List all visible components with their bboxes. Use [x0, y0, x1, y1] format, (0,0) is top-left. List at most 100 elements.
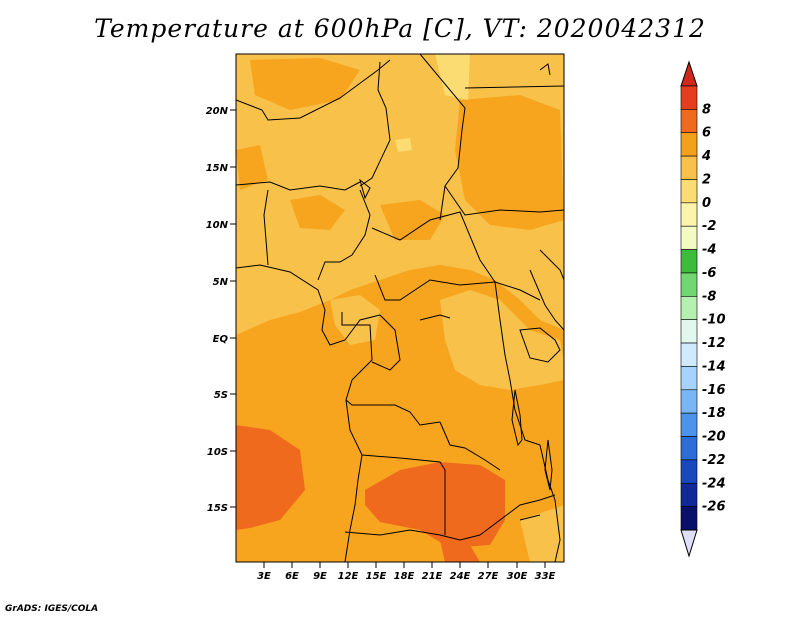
colorbar-cells [680, 85, 698, 531]
map-frame [235, 53, 565, 563]
lake-tanganyika [511, 389, 523, 447]
border-niger-libya-chad [359, 61, 391, 187]
lat-label-20n: 20N [206, 106, 229, 117]
border-drc-zambia [439, 421, 501, 471]
lon-label-21e: 21E [422, 571, 443, 582]
border-kenya-uganda [529, 269, 564, 331]
border-chad-sudan [419, 54, 466, 221]
border-congo-drc [371, 314, 401, 371]
lat-label-15n: 15N [206, 163, 229, 174]
lake-malawi [544, 439, 553, 491]
lon-label-27e: 27E [478, 571, 499, 582]
lat-label-5s: 5S [214, 390, 228, 401]
field-4-6-angola-coast [236, 425, 305, 530]
field-0-2-southeast [520, 505, 564, 562]
colorbar-cell [680, 412, 698, 437]
field-2-4-west [236, 145, 268, 190]
colorbar-labels: 8 6 4 2 0 -2 -4 -6 -8 -10 -12 -14 -16 -18 -20 -22 -24 -26 [701, 102, 726, 514]
colorbar-cell [680, 482, 698, 507]
lon-label-18e: 18E [394, 571, 415, 582]
border-namibia-angola [344, 529, 481, 541]
colorbar: 8 6 4 2 0 -2 -4 -6 -8 -10 -12 -14 -16 -18 -20 -22 -24 -26 [680, 60, 726, 558]
colorbar-cell [680, 109, 698, 134]
colorbar-label: 6 [702, 126, 711, 141]
lat-label-eq: EQ [213, 334, 229, 345]
colorbar-label: -10 [702, 313, 726, 328]
colorbar-label: -2 [702, 219, 716, 234]
lon-label-30e: 30E [507, 571, 528, 582]
lat-label-10n: 10N [206, 220, 229, 231]
colorbar-cell [680, 296, 698, 320]
colorbar-cell [680, 202, 698, 227]
field-4-6-zambia [365, 462, 505, 548]
border-mali-algeria [236, 59, 391, 121]
colorbar-label: -12 [702, 336, 726, 351]
field-2-4-sudan [455, 95, 564, 230]
lat-label-15s: 15S [207, 503, 228, 514]
colorbar-bottom-arrow [680, 529, 698, 558]
colorbar-label: -14 [702, 359, 726, 374]
coast-gulf-of-guinea [236, 264, 381, 346]
lake-chad [359, 178, 371, 200]
colorbar-cell [680, 272, 698, 297]
colorbar-label: 8 [702, 102, 711, 117]
border-egypt-sudan [464, 85, 564, 89]
lon-label-24e: 24E [450, 571, 471, 582]
lon-label-6e: 6E [285, 571, 299, 582]
colorbar-label: -24 [702, 476, 726, 491]
field-0-2-east [440, 290, 564, 390]
colorbar-label: -4 [702, 243, 716, 258]
lon-label-12e: 12E [338, 571, 359, 582]
field-2-4-sahara [250, 58, 360, 110]
field-4-6-zimbabwe [440, 540, 480, 562]
border-ethiopia [539, 249, 564, 281]
colorbar-label: -18 [702, 406, 726, 421]
colorbar-cell [680, 506, 698, 531]
latitude-axis: 20N 15N 10N 5N EQ 5S 10S 15S [206, 106, 236, 514]
colorbar-cell [680, 132, 698, 157]
lon-label-9e: 9E [313, 571, 327, 582]
colorbar-label: -6 [702, 266, 716, 281]
field-2-4-nigeria [290, 195, 345, 230]
border-niger-nigeria [236, 181, 361, 191]
border-car-drc [374, 274, 541, 301]
border-car-north [371, 211, 496, 283]
border-angola-zambia [361, 454, 446, 535]
colorbar-cell [680, 179, 698, 204]
colorbar-top-arrow [680, 60, 698, 87]
lon-label-3e: 3E [257, 571, 271, 582]
lake-kariba [519, 514, 541, 521]
coast-angola [344, 399, 363, 562]
nile-delta [539, 63, 551, 76]
country-borders [236, 54, 564, 562]
temperature-field [236, 54, 564, 562]
river-congo [419, 314, 451, 321]
field-0-2-congo [330, 295, 380, 345]
field-minus2-0-patch [395, 138, 412, 152]
border-zambia-zimbabwe [479, 494, 556, 536]
colorbar-cell [680, 389, 698, 414]
colorbar-label: -22 [702, 453, 726, 468]
grads-credit: GrADS: IGES/COLA [5, 604, 99, 614]
colorbar-cell [680, 459, 698, 484]
colorbar-label: -8 [702, 289, 716, 304]
colorbar-cell [680, 225, 698, 250]
colorbar-cell [680, 319, 698, 344]
colorbar-cell [680, 436, 698, 461]
map-title: Temperature at 600hPa [C], VT: 202004231… [94, 14, 706, 43]
border-great-lakes [494, 281, 541, 446]
lat-label-5n: 5N [213, 277, 229, 288]
colorbar-cell [680, 342, 698, 367]
colorbar-label: -16 [702, 383, 726, 398]
colorbar-label: -20 [702, 430, 726, 445]
colorbar-label: 4 [701, 149, 711, 164]
colorbar-cell [680, 366, 698, 391]
field-minus2-0-libya [435, 54, 470, 100]
colorbar-label: -26 [702, 500, 726, 515]
colorbar-label: 2 [702, 172, 711, 187]
longitude-axis: 3E 6E 9E 12E 15E 18E 21E 24E 27E 30E 33E [257, 562, 556, 582]
border-nigeria-cameroon [317, 189, 371, 281]
colorbar-label: 0 [702, 196, 711, 211]
field-2-4-chad [380, 200, 445, 240]
